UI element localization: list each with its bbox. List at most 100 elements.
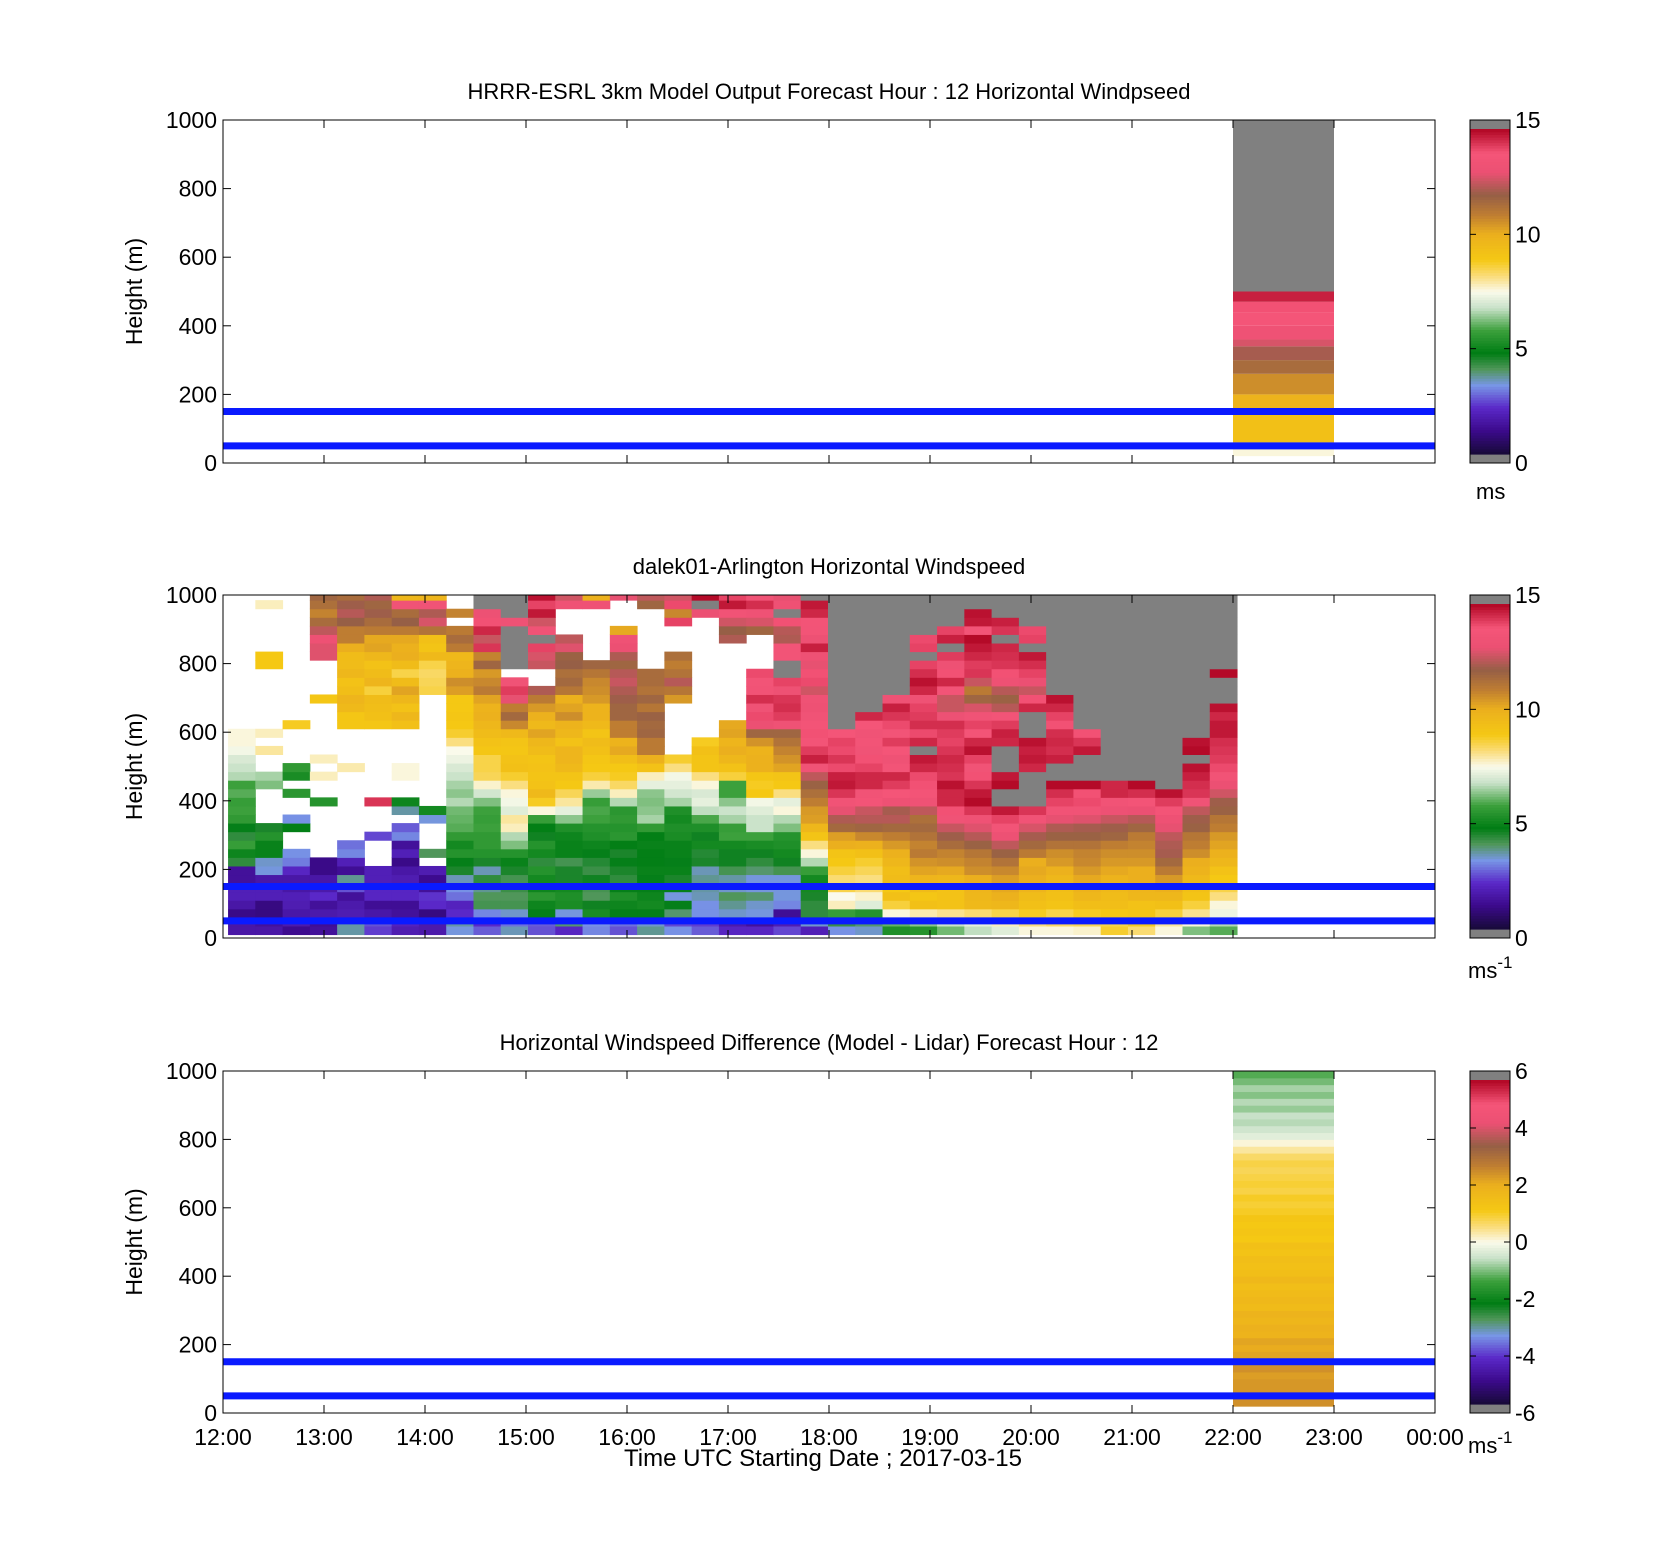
heatmap-cell bbox=[855, 685, 884, 695]
heatmap-cell bbox=[228, 780, 256, 790]
colorbar-swatch bbox=[1470, 296, 1510, 301]
colorbar-swatch bbox=[1470, 443, 1510, 447]
heatmap-cell bbox=[637, 857, 665, 867]
heatmap-cell bbox=[964, 685, 993, 695]
colorbar-swatch bbox=[1470, 1198, 1510, 1203]
colorbar-swatch bbox=[1470, 175, 1510, 179]
heatmap-cell bbox=[446, 840, 474, 850]
heatmap-cell bbox=[1073, 857, 1102, 867]
colorbar-swatch bbox=[1470, 1147, 1510, 1151]
heatmap-cell bbox=[473, 891, 502, 901]
heatmap-cell bbox=[500, 660, 529, 670]
heatmap-cell bbox=[1073, 685, 1102, 695]
heatmap-cell bbox=[691, 797, 720, 807]
heatmap-cell bbox=[827, 754, 856, 764]
colorbar-swatch bbox=[1470, 728, 1510, 732]
heatmap-cell bbox=[718, 745, 747, 755]
heatmap-cell bbox=[964, 668, 993, 678]
colorbar-swatch bbox=[1470, 858, 1510, 862]
heatmap-cell bbox=[637, 720, 665, 730]
colorbar-swatch bbox=[1470, 636, 1510, 640]
colorbar-swatch bbox=[1470, 164, 1510, 168]
colorbar-swatch bbox=[1470, 647, 1510, 651]
heatmap-cell bbox=[1018, 848, 1047, 858]
heatmap-cell bbox=[364, 634, 393, 644]
heatmap-cell bbox=[1233, 1351, 1334, 1359]
heatmap-cell bbox=[473, 805, 502, 816]
heatmap-cell bbox=[473, 925, 502, 936]
heatmap-cell bbox=[664, 805, 693, 816]
heatmap-cell bbox=[691, 595, 720, 601]
heatmap-cell bbox=[1233, 1310, 1334, 1318]
heatmap-cell bbox=[1182, 754, 1211, 764]
y-tick-label: 600 bbox=[179, 244, 217, 270]
heatmap-cell bbox=[718, 823, 747, 833]
heatmap-cell bbox=[282, 763, 311, 773]
colorbar-swatch bbox=[1470, 267, 1510, 271]
heatmap-cell bbox=[1127, 711, 1156, 721]
heatmap-cell bbox=[1233, 1214, 1334, 1222]
colorbar-swatch bbox=[1470, 1395, 1510, 1400]
heatmap-cell bbox=[664, 668, 693, 678]
heatmap-cell bbox=[746, 848, 774, 858]
heatmap-cell bbox=[473, 840, 502, 850]
heatmap-cell bbox=[827, 891, 856, 901]
heatmap-cell bbox=[882, 771, 911, 781]
heatmap-cell bbox=[855, 797, 884, 807]
heatmap-cell bbox=[882, 600, 911, 610]
heatmap-cell bbox=[528, 848, 556, 858]
heatmap-cell bbox=[1182, 788, 1211, 798]
heatmap-cell bbox=[964, 634, 993, 644]
heatmap-cell bbox=[418, 848, 447, 858]
heatmap-cell bbox=[882, 823, 911, 833]
heatmap-cell bbox=[1046, 660, 1074, 670]
heatmap-cell bbox=[1100, 805, 1129, 816]
colorbar-swatch bbox=[1470, 405, 1510, 409]
heatmap-cell bbox=[691, 608, 720, 618]
heatmap-cell bbox=[1182, 840, 1211, 850]
heatmap-cell bbox=[855, 848, 884, 858]
heatmap-cell bbox=[882, 685, 911, 695]
heatmap-cell bbox=[528, 685, 556, 695]
colorbar-swatch bbox=[1470, 234, 1510, 238]
heatmap-cell bbox=[991, 660, 1020, 670]
colorbar-swatch bbox=[1470, 1104, 1510, 1108]
heatmap-cell bbox=[500, 763, 529, 773]
heatmap-cell bbox=[500, 805, 529, 816]
heatmap-cell bbox=[1127, 745, 1156, 755]
colorbar-swatch bbox=[1470, 850, 1510, 854]
heatmap-cell bbox=[909, 737, 938, 747]
heatmap-cell bbox=[1233, 1153, 1334, 1161]
colorbar-swatch bbox=[1470, 625, 1510, 629]
colorbar-swatch bbox=[1470, 1360, 1510, 1365]
colorbar-swatch bbox=[1470, 1109, 1510, 1113]
heatmap-cell bbox=[773, 711, 802, 721]
heatmap-cell bbox=[1233, 449, 1334, 457]
heatmap-cell bbox=[773, 694, 802, 704]
heatmap-cell bbox=[446, 625, 474, 635]
heatmap-cell bbox=[637, 814, 665, 824]
colorbar-swatch bbox=[1470, 1231, 1510, 1235]
heatmap-cell bbox=[882, 925, 911, 936]
colorbar-swatch bbox=[1470, 1323, 1510, 1327]
heatmap-cell bbox=[800, 771, 829, 781]
heatmap-cell bbox=[637, 900, 665, 910]
colorbar-swatch bbox=[1470, 639, 1510, 643]
heatmap-cell bbox=[1073, 900, 1102, 910]
heatmap-cell bbox=[1182, 814, 1211, 824]
heatmap-cell bbox=[746, 668, 774, 678]
heatmap-cell bbox=[1209, 728, 1238, 738]
heatmap-cell bbox=[800, 651, 829, 661]
heatmap-cell bbox=[500, 737, 529, 747]
heatmap-cell bbox=[718, 780, 747, 790]
heatmap-cell bbox=[555, 831, 584, 841]
colorbar-tick-label: 0 bbox=[1515, 1229, 1528, 1255]
heatmap-cell bbox=[391, 595, 420, 601]
heatmap-cell bbox=[827, 677, 856, 687]
heatmap-cell bbox=[1182, 720, 1211, 730]
colorbar-swatch bbox=[1470, 451, 1510, 455]
heatmap-cell bbox=[1100, 797, 1129, 807]
heatmap-cell bbox=[991, 797, 1020, 807]
heatmap-cell bbox=[855, 660, 884, 670]
